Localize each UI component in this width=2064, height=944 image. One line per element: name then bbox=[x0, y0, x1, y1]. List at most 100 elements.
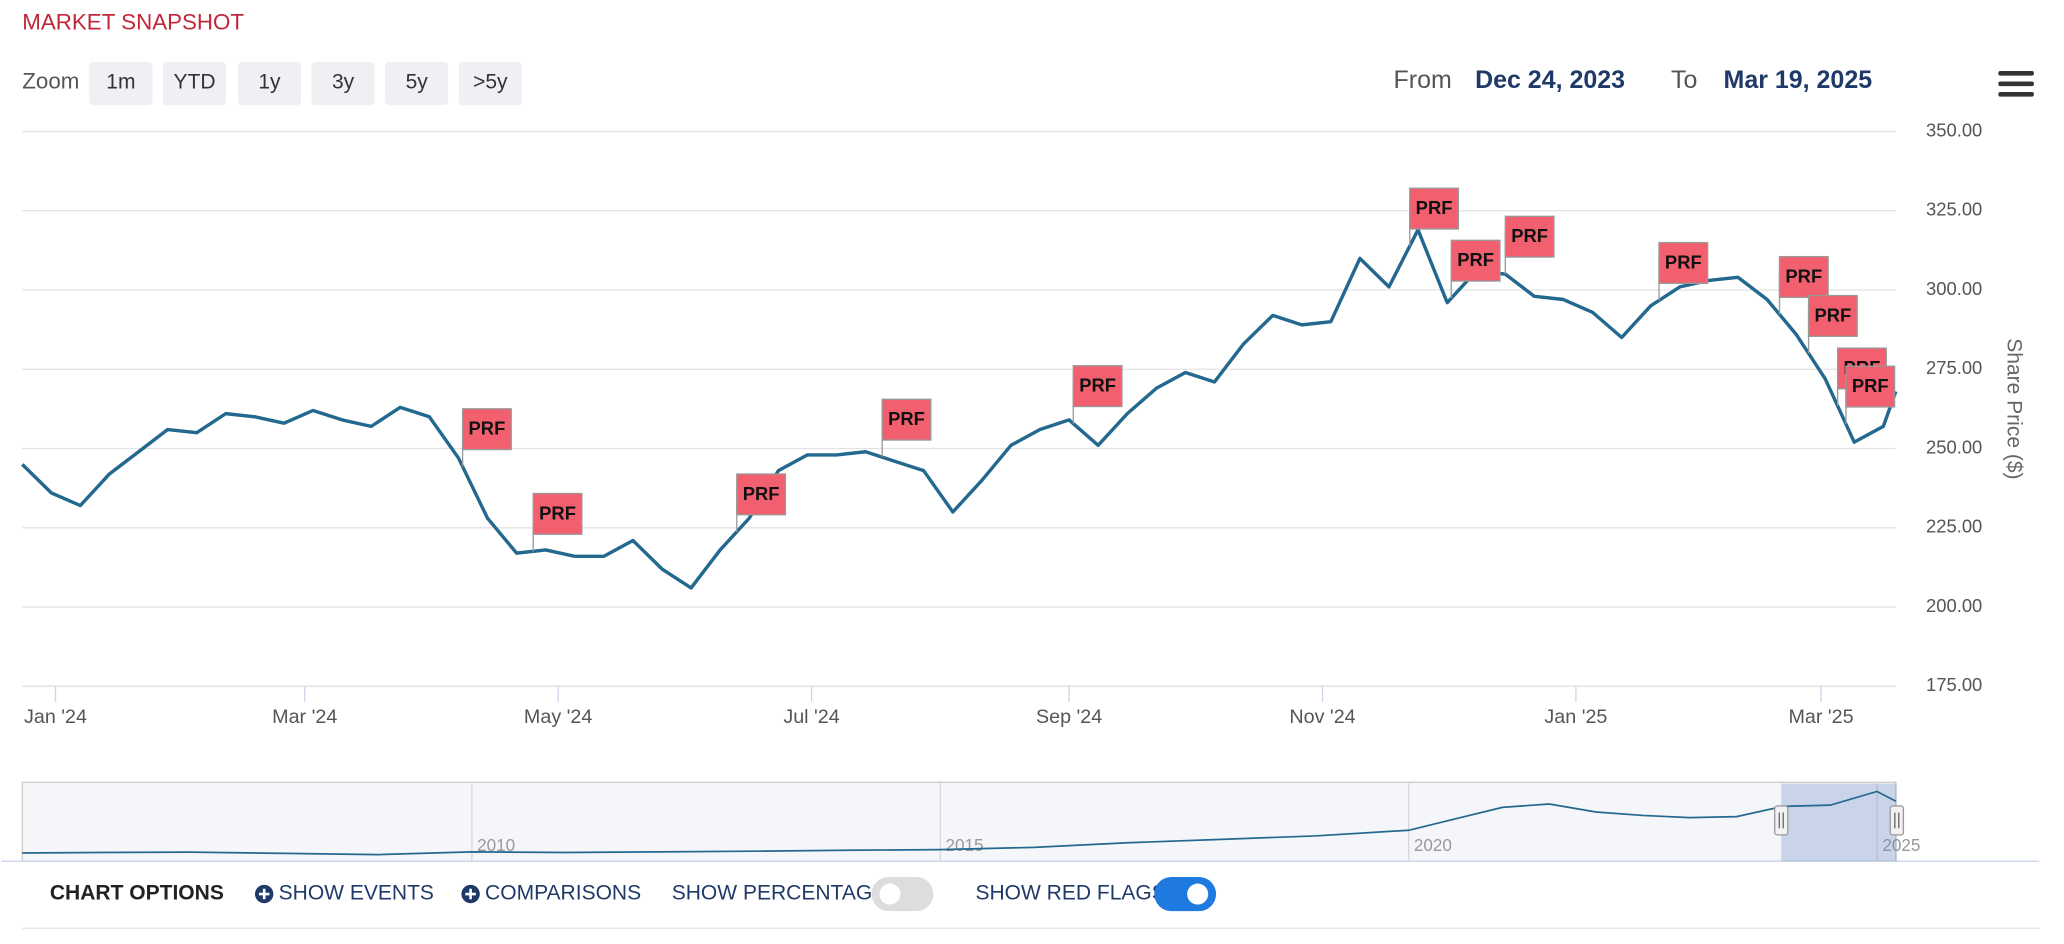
flag-label: PRF bbox=[1457, 249, 1494, 270]
zoom-button[interactable]: 1y bbox=[237, 61, 301, 106]
red-flag[interactable]: PRF bbox=[461, 408, 512, 467]
y-tick-label: 275.00 bbox=[1926, 357, 1982, 378]
navigator-handle[interactable] bbox=[1774, 805, 1789, 836]
zoom-label: Zoom bbox=[22, 69, 79, 94]
flag-box bbox=[881, 398, 932, 441]
flag-label: PRF bbox=[743, 483, 780, 504]
zoom-button-bg bbox=[458, 61, 522, 106]
zoom-button-bg bbox=[311, 61, 375, 106]
flag-label: PRF bbox=[1814, 304, 1851, 325]
page-title: MARKET SNAPSHOT bbox=[22, 10, 244, 35]
chart-options-label: CHART OPTIONS bbox=[50, 882, 224, 905]
x-tick-label: Jan '24 bbox=[24, 706, 87, 728]
flag-label: PRF bbox=[539, 502, 576, 523]
price-line bbox=[21, 228, 1898, 590]
navigator-tick-label: 2015 bbox=[946, 836, 984, 855]
flag-label: PRF bbox=[1511, 225, 1548, 246]
x-tick-label: Sep '24 bbox=[1036, 706, 1102, 728]
handle-box bbox=[1889, 805, 1905, 836]
flag-label: PRF bbox=[1852, 375, 1889, 396]
y-tick-label: 175.00 bbox=[1926, 674, 1982, 695]
zoom-button[interactable]: 1m bbox=[89, 61, 153, 106]
flag-box bbox=[736, 473, 787, 516]
red-flag[interactable]: PRF bbox=[881, 398, 932, 458]
zoom-button-label: 1y bbox=[258, 70, 281, 93]
navigator-tick-label: 2010 bbox=[477, 836, 515, 855]
red-flag[interactable]: PRF bbox=[1072, 365, 1123, 424]
flag-box bbox=[461, 408, 512, 451]
flag-box bbox=[1504, 215, 1555, 258]
zoom-button-bg bbox=[237, 61, 301, 106]
zoom-button-label: 1m bbox=[106, 70, 135, 93]
zoom-button-label: 5y bbox=[406, 70, 429, 93]
to-date[interactable]: Mar 19, 2025 bbox=[1724, 66, 1873, 94]
x-tick-label: May '24 bbox=[524, 706, 592, 728]
navigator-tick-label: 2025 bbox=[1882, 836, 1920, 855]
option-button[interactable]: SHOW EVENTS bbox=[254, 882, 434, 905]
flag-label: PRF bbox=[469, 418, 506, 439]
y-tick-label: 325.00 bbox=[1926, 199, 1982, 220]
zoom-button[interactable]: 3y bbox=[311, 61, 375, 106]
zoom-button-bg bbox=[385, 61, 449, 106]
flag-box bbox=[532, 492, 583, 535]
y-tick-label: 250.00 bbox=[1926, 436, 1982, 457]
option-label: SHOW EVENTS bbox=[279, 882, 434, 905]
navigator-tick-label: 2020 bbox=[1414, 836, 1452, 855]
flag-box bbox=[1409, 187, 1460, 230]
zoom-button-bg bbox=[162, 61, 227, 106]
navigator-line bbox=[22, 790, 1897, 856]
menu-bar bbox=[1998, 92, 2034, 97]
red-flag[interactable]: PRF bbox=[736, 473, 787, 532]
x-tick-label: Jan '25 bbox=[1544, 706, 1607, 728]
to-label: To bbox=[1671, 66, 1697, 94]
menu-button[interactable] bbox=[1998, 70, 2034, 97]
navigator-handle[interactable] bbox=[1889, 805, 1905, 836]
y-axis-title: Share Price ($) bbox=[2002, 338, 2025, 479]
red-flag[interactable]: PRF bbox=[1450, 239, 1501, 299]
y-tick-label: 225.00 bbox=[1926, 516, 1982, 537]
option-label: COMPARISONS bbox=[485, 882, 641, 905]
flag-label: PRF bbox=[1665, 251, 1702, 272]
flag-label: PRF bbox=[1785, 266, 1822, 287]
flag-box bbox=[1778, 255, 1829, 299]
zoom-button-label: 3y bbox=[332, 70, 355, 93]
zoom-button[interactable]: YTD bbox=[162, 61, 227, 106]
handle-box bbox=[1774, 805, 1789, 836]
flag-box bbox=[1072, 365, 1123, 408]
red-flag[interactable]: PRF bbox=[1778, 255, 1829, 315]
flag-label: PRF bbox=[1079, 375, 1116, 396]
red-flag[interactable]: PRF bbox=[1658, 241, 1709, 301]
y-tick-label: 200.00 bbox=[1926, 595, 1982, 616]
toggle-knob bbox=[879, 883, 901, 905]
red-flag[interactable]: PRF bbox=[532, 492, 583, 552]
red-flag[interactable]: PRF bbox=[1504, 215, 1555, 275]
y-tick-label: 300.00 bbox=[1926, 278, 1982, 299]
plus-sign bbox=[465, 888, 476, 900]
zoom-button[interactable]: 5y bbox=[385, 61, 449, 106]
toggle-label: SHOW RED FLAGS bbox=[975, 882, 1165, 905]
menu-bar bbox=[1998, 70, 2034, 76]
x-tick-label: Mar '24 bbox=[272, 706, 337, 728]
zoom-button-label: YTD bbox=[173, 70, 215, 93]
red-flag[interactable]: PRF bbox=[1807, 294, 1858, 354]
zoom-button[interactable]: >5y bbox=[458, 61, 522, 106]
from-label: From bbox=[1394, 66, 1452, 94]
x-tick-label: Jul '24 bbox=[783, 706, 839, 728]
toggle-knob bbox=[1187, 883, 1209, 905]
x-tick-label: Mar '25 bbox=[1788, 706, 1853, 728]
toggle[interactable] bbox=[1154, 876, 1217, 912]
flag-box bbox=[1658, 241, 1709, 284]
menu-bar bbox=[1998, 81, 2034, 87]
toggle[interactable] bbox=[871, 876, 934, 912]
flag-box bbox=[1450, 239, 1501, 282]
navigator-selection[interactable] bbox=[1781, 783, 1897, 862]
red-flag[interactable]: PRF bbox=[1845, 365, 1896, 425]
red-flag[interactable]: PRF bbox=[1409, 187, 1460, 247]
flag-box bbox=[1845, 365, 1896, 408]
option-button[interactable]: COMPARISONS bbox=[461, 882, 641, 905]
flag-box bbox=[1807, 294, 1858, 337]
from-date[interactable]: Dec 24, 2023 bbox=[1475, 66, 1625, 94]
plus-sign bbox=[258, 888, 270, 900]
flag-label: PRF bbox=[888, 408, 925, 429]
